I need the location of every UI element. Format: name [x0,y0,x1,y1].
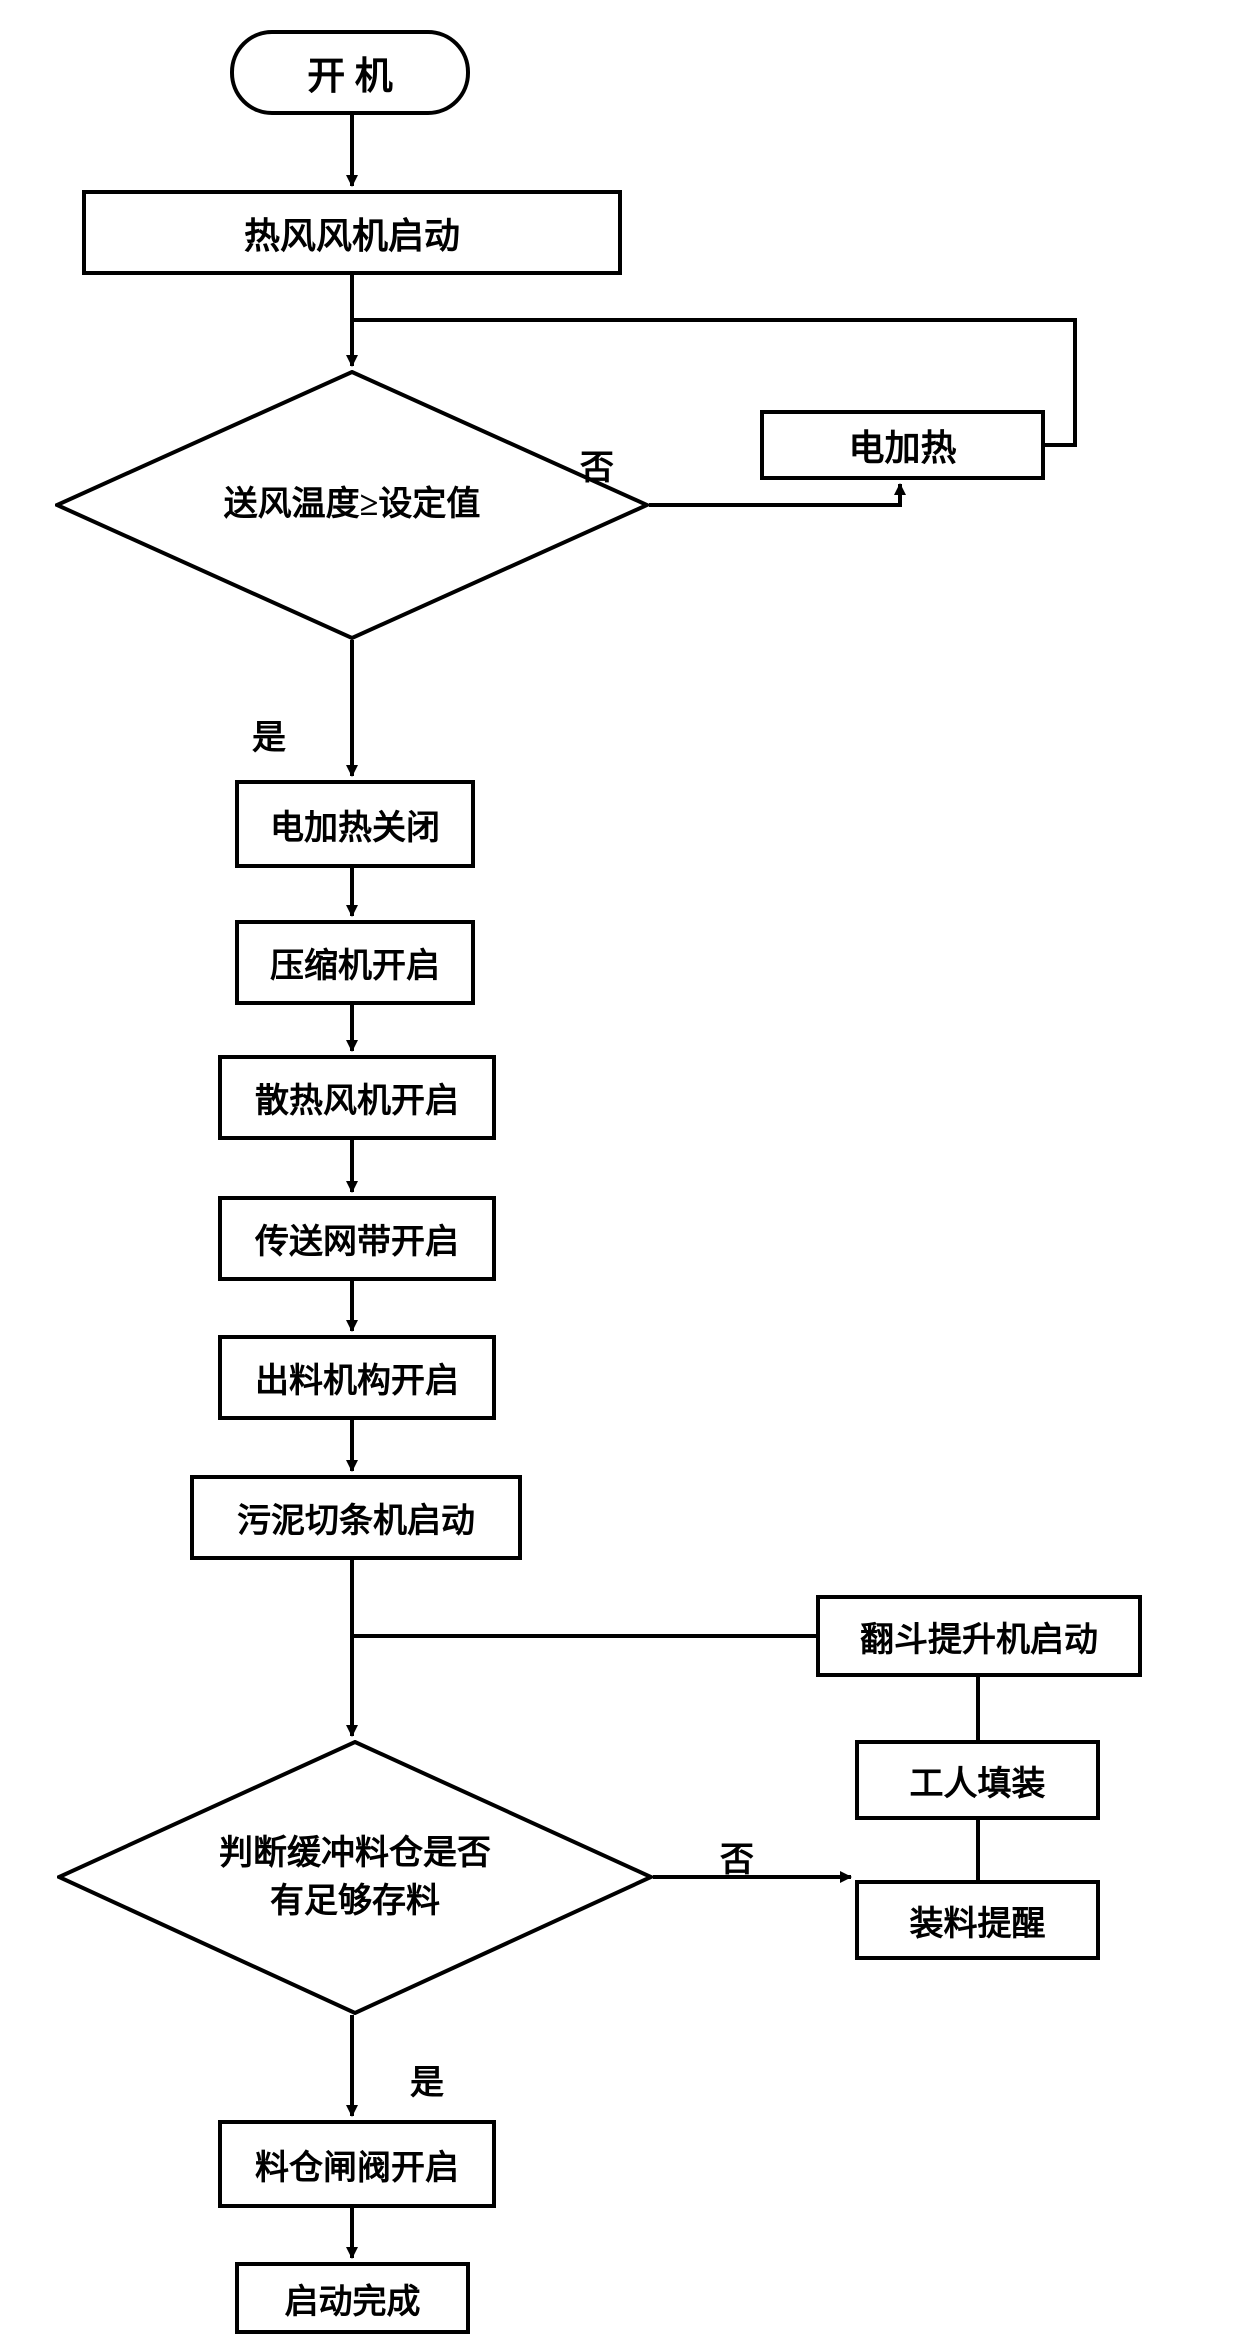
node-worker: 工人填装 [855,1740,1100,1820]
node-fan-start: 热风风机启动 [82,190,622,275]
edge-label-yes1: 是 [252,710,286,759]
node-reminder: 装料提醒 [855,1880,1100,1960]
node-label: 电加热关闭 [270,800,440,849]
node-label: 散热风机开启 [255,1073,459,1122]
node-conveyor: 传送网带开启 [218,1196,496,1281]
node-label: 工人填装 [910,1756,1046,1805]
node-label: 出料机构开启 [255,1353,459,1402]
node-start: 开 机 [230,30,470,115]
node-label: 判断缓冲料仓是否 有足够存料 [219,1830,491,1925]
edge-label-yes2: 是 [410,2055,444,2104]
node-slitter: 污泥切条机启动 [190,1475,522,1560]
node-cool-fan: 散热风机开启 [218,1055,496,1140]
node-label: 送风温度≥设定值 [224,481,481,529]
edge-label-no2: 否 [720,1832,754,1881]
node-complete: 启动完成 [235,2262,470,2334]
node-compressor: 压缩机开启 [235,920,475,1005]
node-elevator: 翻斗提升机启动 [816,1595,1142,1677]
node-label: 污泥切条机启动 [237,1493,475,1542]
node-label: 料仓闸阀开启 [255,2140,459,2189]
node-label: 装料提醒 [910,1896,1046,1945]
node-decision-buffer: 判断缓冲料仓是否 有足够存料 [57,1740,653,2015]
node-heat-off: 电加热关闭 [235,780,475,868]
node-decision-temperature: 送风温度≥设定值 [55,370,649,640]
node-label: 传送网带开启 [255,1214,459,1263]
node-discharge: 出料机构开启 [218,1335,496,1420]
edge-label-no1: 否 [580,440,614,489]
node-electric-heat: 电加热 [760,410,1045,480]
node-label: 启动完成 [285,2274,421,2323]
node-label: 热风风机启动 [244,207,460,259]
node-valve-open: 料仓闸阀开启 [218,2120,496,2208]
node-label: 压缩机开启 [270,938,440,987]
node-label: 电加热 [848,419,956,471]
node-label: 开 机 [307,45,393,100]
flowchart-canvas: 开 机 热风风机启动 送风温度≥设定值 电加热 电加热关闭 压缩机开启 散热风机… [0,0,1240,2339]
node-label: 翻斗提升机启动 [860,1612,1098,1661]
